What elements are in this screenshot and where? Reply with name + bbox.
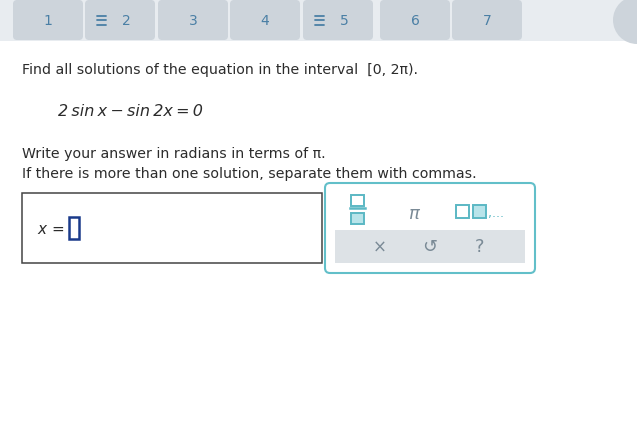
Bar [350, 195, 364, 206]
FancyBboxPatch shape [13, 1, 83, 41]
Bar [69, 218, 79, 240]
Text: 4: 4 [261, 14, 269, 28]
Text: $\pi$: $\pi$ [408, 205, 422, 223]
Wedge shape [613, 0, 637, 45]
FancyBboxPatch shape [230, 1, 300, 41]
Bar [335, 230, 525, 263]
FancyBboxPatch shape [325, 184, 535, 273]
FancyBboxPatch shape [85, 1, 155, 41]
Text: 1: 1 [43, 14, 52, 28]
Text: $x\,=$: $x\,=$ [37, 221, 65, 236]
Text: ,...: ,... [488, 207, 504, 220]
Bar [456, 206, 469, 219]
Text: Find all solutions of the equation in the interval  [0, 2π).: Find all solutions of the equation in th… [22, 63, 418, 77]
Bar [22, 194, 322, 263]
Bar [473, 206, 486, 219]
FancyBboxPatch shape [158, 1, 228, 41]
FancyBboxPatch shape [303, 1, 373, 41]
Text: ↺: ↺ [422, 238, 438, 256]
Text: Write your answer in radians in terms of π.: Write your answer in radians in terms of… [22, 147, 326, 161]
FancyBboxPatch shape [452, 1, 522, 41]
Text: ×: × [373, 238, 387, 256]
Text: 2: 2 [122, 14, 131, 28]
Text: 2 sin x − sin 2x = 0: 2 sin x − sin 2x = 0 [58, 104, 203, 119]
Text: 6: 6 [411, 14, 419, 28]
FancyBboxPatch shape [380, 1, 450, 41]
Text: 3: 3 [189, 14, 197, 28]
Text: ?: ? [475, 238, 485, 256]
Text: 5: 5 [340, 14, 348, 28]
Bar [0, 0, 637, 42]
Bar [350, 213, 364, 224]
Text: 7: 7 [483, 14, 491, 28]
Text: If there is more than one solution, separate them with commas.: If there is more than one solution, sepa… [22, 166, 476, 180]
